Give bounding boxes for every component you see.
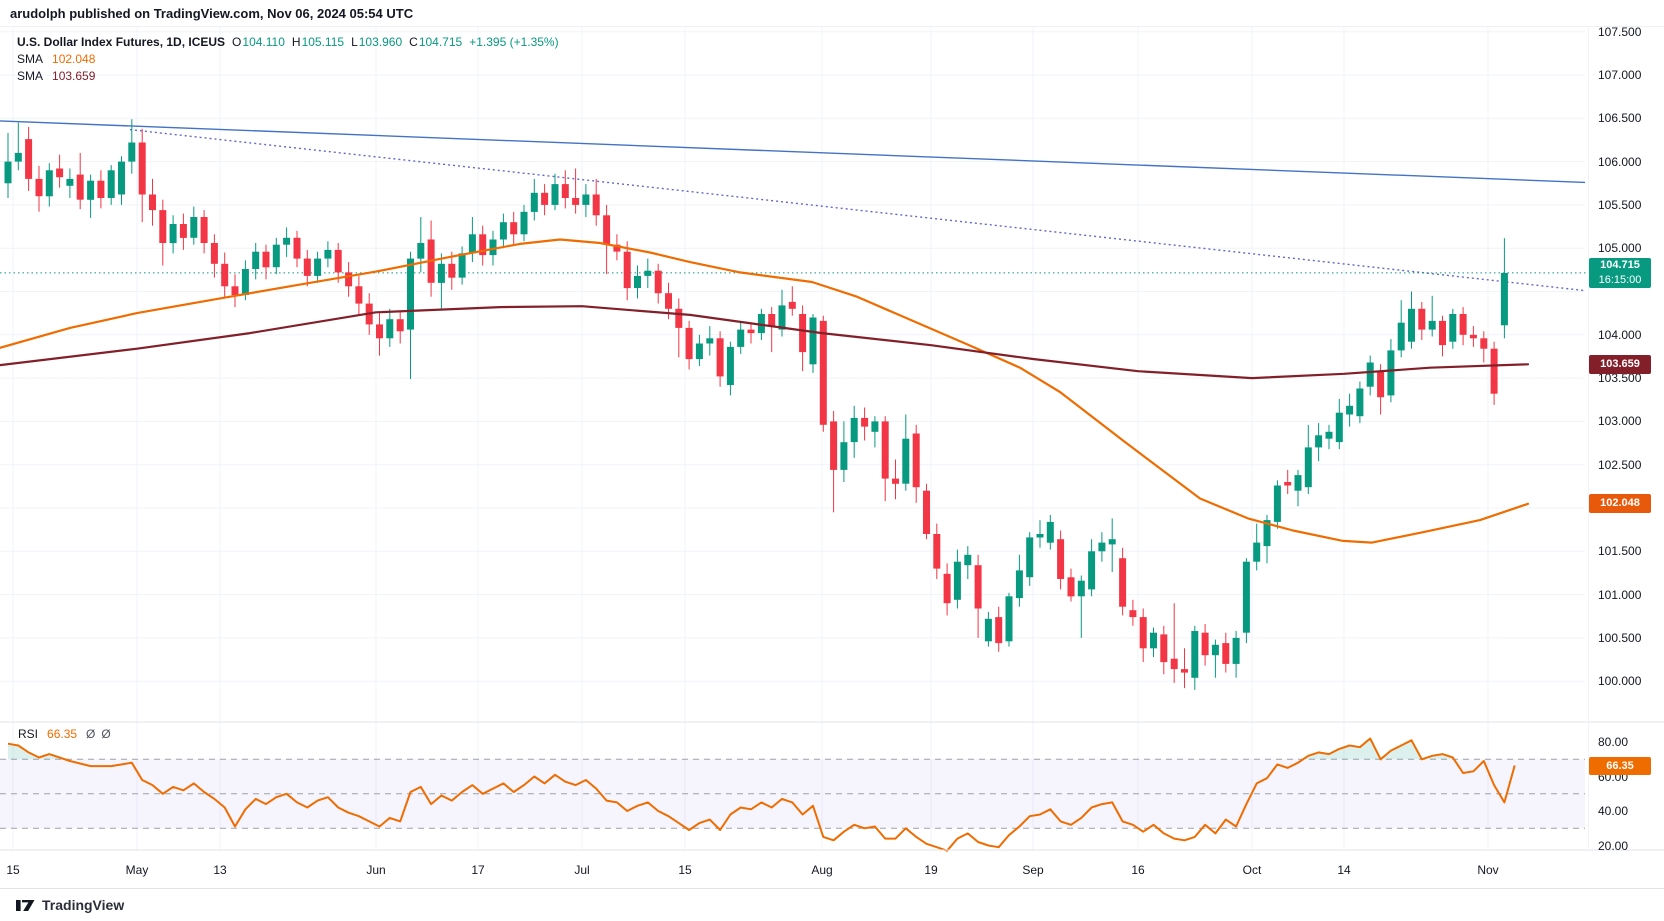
time-axis-label: 13 xyxy=(213,863,227,877)
price-axis-label: 107.500 xyxy=(1598,24,1642,39)
price-axis-label: 100.500 xyxy=(1598,630,1642,645)
sma-long-value: 103.659 xyxy=(52,69,96,83)
last-price-value: 104.715 xyxy=(1600,258,1640,271)
time-axis-label: Sep xyxy=(1022,863,1044,877)
sma-long-legend: SMA 103.659 xyxy=(17,69,96,83)
price-axis-label: 100.000 xyxy=(1598,674,1642,689)
price-axis-label: 104.000 xyxy=(1598,327,1642,342)
price-axis-label: 106.000 xyxy=(1598,154,1642,169)
ohlc-high: H105.115 xyxy=(291,35,345,49)
price-axis-label: 106.500 xyxy=(1598,111,1642,126)
chart-canvas[interactable] xyxy=(0,27,1664,921)
rsi-badge: 66.35 xyxy=(1589,756,1651,775)
sma-short-legend: SMA 102.048 xyxy=(17,52,96,66)
time-axis-label: Jul xyxy=(574,863,590,877)
sma-short-badge: 102.048 xyxy=(1589,494,1651,514)
time-axis-label: Nov xyxy=(1477,863,1499,877)
empty-set-icon: ØØ xyxy=(86,727,117,741)
legend-ohlc-row: U.S. Dollar Index Futures, 1D, ICEUS O10… xyxy=(17,34,559,50)
rsi-value: 66.35 xyxy=(47,727,78,741)
rsi-axis-label: 40.00 xyxy=(1598,804,1629,818)
symbol-title: U.S. Dollar Index Futures, 1D, ICEUS xyxy=(17,35,226,49)
change-value: +1.395 (+1.35%) xyxy=(469,35,559,49)
time-axis-label: 14 xyxy=(1337,863,1351,877)
price-axis-label: 102.500 xyxy=(1598,457,1642,472)
rsi-label: RSI xyxy=(18,727,39,741)
price-axis-label: 105.500 xyxy=(1598,197,1642,212)
chart-area[interactable]: U.S. Dollar Index Futures, 1D, ICEUS O10… xyxy=(0,24,1664,921)
time-axis-label: Jun xyxy=(366,863,386,877)
attribution-bar: arudolph published on TradingView.com, N… xyxy=(0,0,1664,27)
time-axis-label: 16 xyxy=(1131,863,1145,877)
last-price-badge: 104.715 16:15:00 xyxy=(1589,257,1651,288)
symbol-legend: U.S. Dollar Index Futures, 1D, ICEUS O10… xyxy=(17,34,559,84)
time-axis-label: 15 xyxy=(6,863,20,877)
time-axis-label: 17 xyxy=(471,863,485,877)
attribution-text: arudolph published on TradingView.com, N… xyxy=(10,5,414,21)
time-axis-label: Oct xyxy=(1242,863,1262,877)
tradingview-logo-icon xyxy=(16,899,35,911)
price-axis-label: 101.500 xyxy=(1598,544,1642,559)
time-axis-label: 15 xyxy=(678,863,692,877)
ohlc-open: O104.110 xyxy=(232,35,285,49)
time-axis-label: Aug xyxy=(811,863,833,877)
ohlc-close: C104.715 xyxy=(409,35,463,49)
price-axis-label: 101.000 xyxy=(1598,587,1642,602)
footer-bar: TradingView xyxy=(0,888,1664,921)
price-axis-label: 105.000 xyxy=(1598,241,1642,256)
price-axis-label: 107.000 xyxy=(1598,68,1642,82)
bar-countdown: 16:15:00 xyxy=(1598,273,1642,286)
time-axis-label: May xyxy=(125,863,149,877)
rsi-axis-label: 20.00 xyxy=(1598,838,1629,853)
ohlc-low: L103.960 xyxy=(351,35,403,49)
sma-short-value: 102.048 xyxy=(52,52,96,66)
price-axis-label: 103.500 xyxy=(1598,371,1642,386)
price-axis-label: 103.000 xyxy=(1598,414,1642,429)
rsi-axis-label: 80.00 xyxy=(1598,735,1629,749)
sma-long-badge: 103.659 xyxy=(1589,354,1651,374)
rsi-legend: RSI 66.35 ØØ xyxy=(18,727,117,741)
time-axis-label: 19 xyxy=(924,863,938,877)
tradingview-brand: TradingView xyxy=(42,897,125,913)
